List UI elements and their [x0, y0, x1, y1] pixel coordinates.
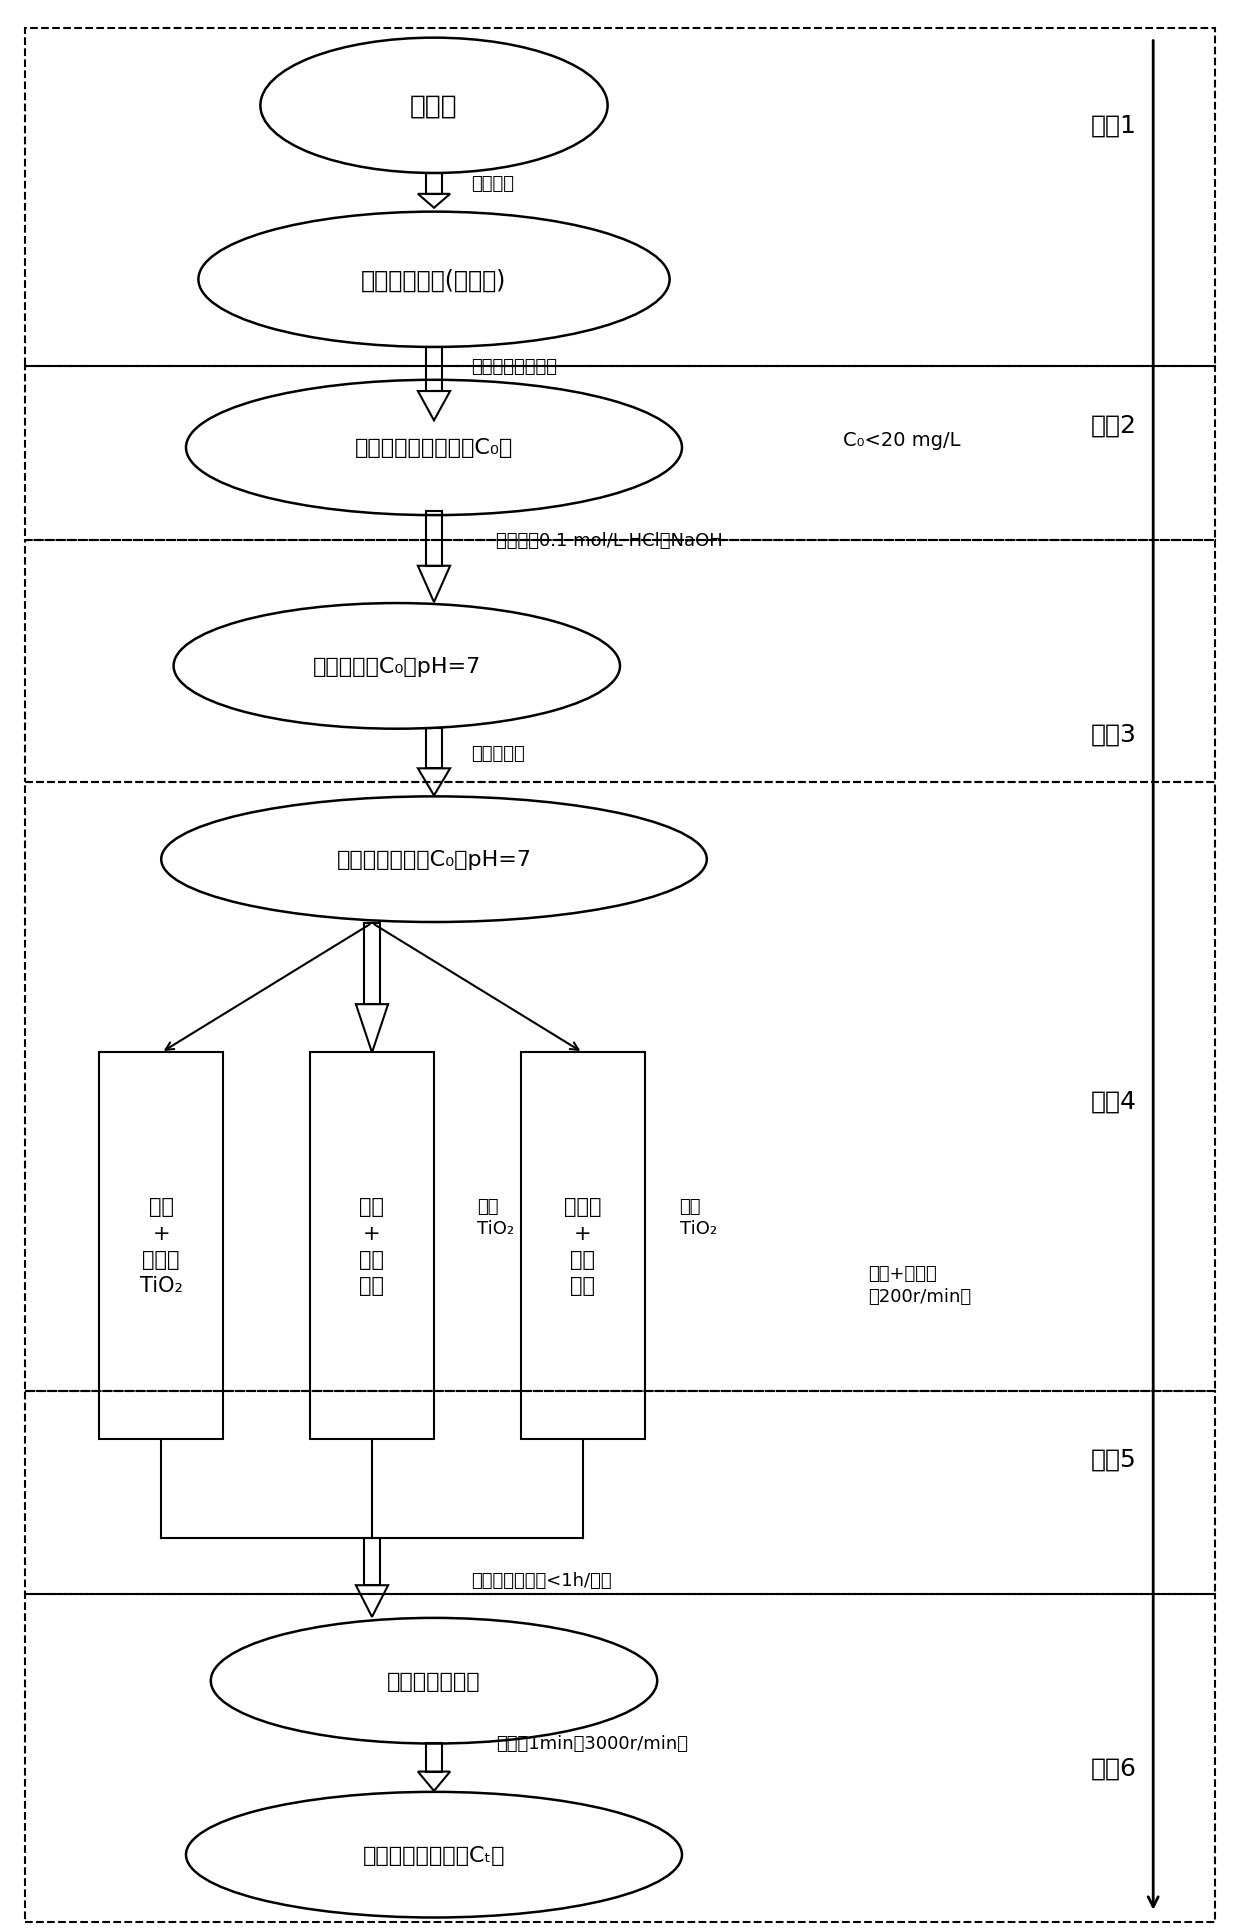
- Text: 步骤4: 步骤4: [1091, 1090, 1137, 1113]
- Text: 离心机1min（3000r/min）: 离心机1min（3000r/min）: [496, 1733, 688, 1752]
- Text: 铀矿石: 铀矿石: [410, 93, 458, 120]
- Text: 初始含铀溶液(高浓度): 初始含铀溶液(高浓度): [361, 269, 507, 292]
- Text: 光照
+
无纳米
TiO₂: 光照 + 无纳米 TiO₂: [140, 1196, 182, 1296]
- Text: 无光照
+
不同
含量: 无光照 + 不同 含量: [564, 1196, 601, 1296]
- Text: 纳米
TiO₂: 纳米 TiO₂: [680, 1198, 717, 1236]
- Text: 步骤3: 步骤3: [1091, 723, 1137, 746]
- Text: 步骤5: 步骤5: [1091, 1447, 1137, 1470]
- Text: 提取多批次: 提取多批次: [471, 744, 525, 763]
- Text: 定量定时提取（<1h/次）: 定量定时提取（<1h/次）: [471, 1571, 611, 1590]
- Text: C₀<20 mg/L: C₀<20 mg/L: [843, 431, 961, 450]
- Text: 反应后含铀溶液: 反应后含铀溶液: [387, 1671, 481, 1690]
- Text: 步骤2: 步骤2: [1091, 413, 1137, 437]
- Text: 实验所需含铀溶液（C₀）: 实验所需含铀溶液（C₀）: [355, 439, 513, 458]
- Text: 步骤1: 步骤1: [1091, 114, 1137, 137]
- Text: 纳米
TiO₂: 纳米 TiO₂: [477, 1198, 515, 1236]
- Text: 步骤6: 步骤6: [1091, 1756, 1137, 1779]
- Text: 离心后含铀溶液（Cₜ）: 离心后含铀溶液（Cₜ）: [363, 1845, 505, 1864]
- Text: 加入适量0.1 mol/L HCl或NaOH: 加入适量0.1 mol/L HCl或NaOH: [496, 531, 723, 551]
- Text: 室温+振荡器
（200r/min）: 室温+振荡器 （200r/min）: [868, 1264, 971, 1306]
- Text: 加入适量去离子水: 加入适量去离子水: [471, 357, 557, 377]
- Text: 光照
+
不同
含量: 光照 + 不同 含量: [360, 1196, 384, 1296]
- Text: 含铀溶液（C₀）pH=7: 含铀溶液（C₀）pH=7: [312, 657, 481, 676]
- Text: 加水地浸: 加水地浸: [471, 174, 515, 193]
- Text: 定量含铀溶液（C₀）pH=7: 定量含铀溶液（C₀）pH=7: [336, 850, 532, 869]
